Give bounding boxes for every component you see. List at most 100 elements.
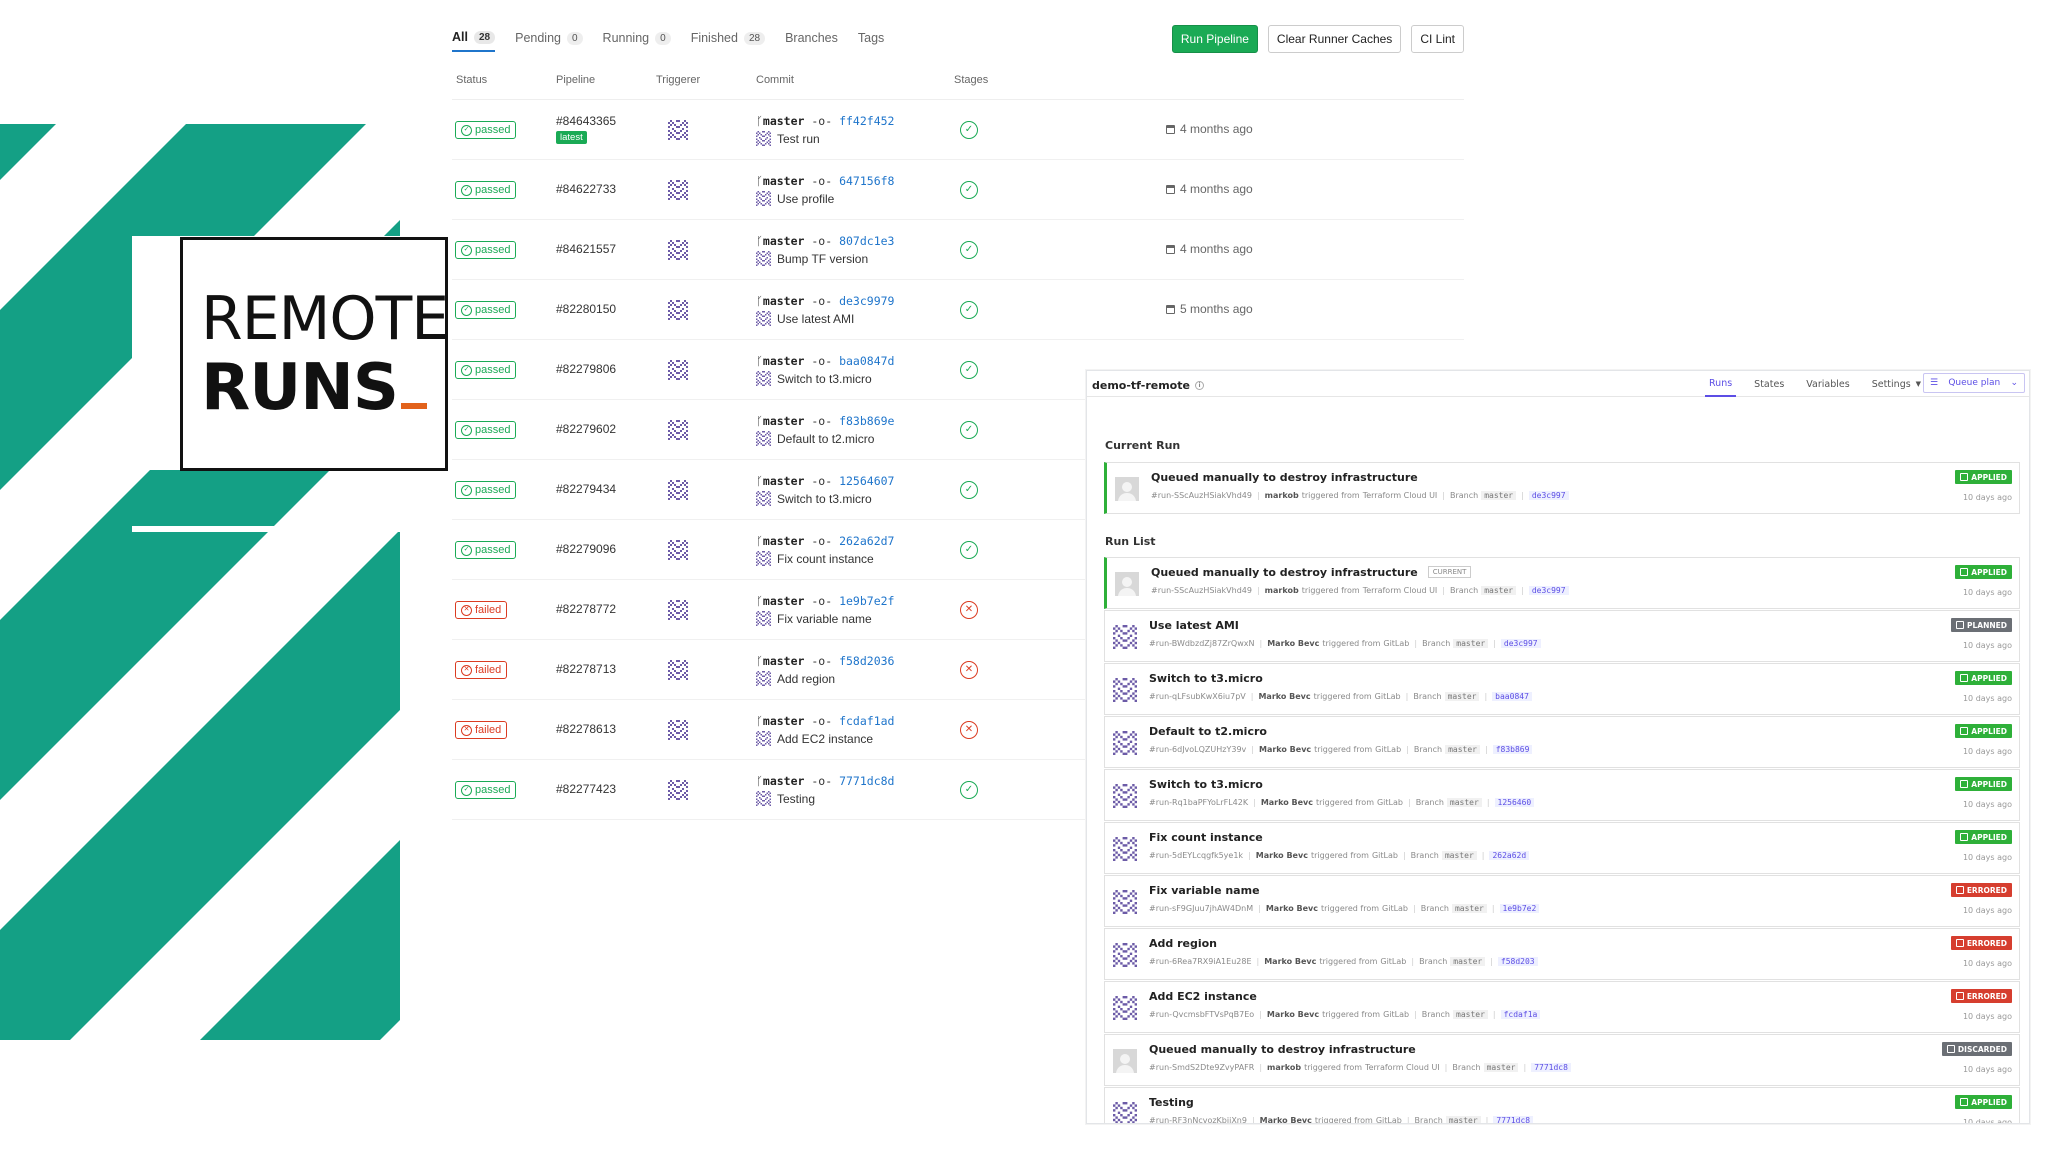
commit-message-link[interactable]: Use profile (777, 191, 835, 206)
stage-passed-icon[interactable]: ✓ (960, 301, 978, 319)
commit-sha-link[interactable]: 807dc1e3 (839, 234, 895, 248)
branch-name[interactable]: master (762, 654, 805, 668)
stage-passed-icon[interactable]: ✓ (960, 481, 978, 499)
run-card[interactable]: Queued manually to destroy infrastructur… (1104, 462, 2020, 514)
tab-finished[interactable]: Finished 28 (691, 24, 766, 52)
run-commit-sha[interactable]: de3c997 (1528, 491, 1569, 500)
pipeline-id-link[interactable]: #82279806 (556, 362, 617, 376)
status-badge[interactable]: ✓ passed (455, 541, 517, 559)
tab-variables[interactable]: Variables (1802, 371, 1853, 397)
status-badge[interactable]: ✕ failed (455, 661, 508, 679)
commit-sha-link[interactable]: 12564607 (839, 474, 895, 488)
triggerer-avatar[interactable] (668, 360, 688, 380)
run-card[interactable]: Fix variable name #run-sF9GJuu7jhAW4DnM | M… (1104, 875, 2020, 927)
commit-message-link[interactable]: Fix count instance (777, 551, 874, 566)
pipeline-id-link[interactable]: #84622733 (556, 182, 617, 196)
ci-lint-button[interactable]: CI Lint (1411, 25, 1464, 53)
pipeline-id-link[interactable]: #82277423 (556, 782, 617, 796)
run-title[interactable]: Switch to t3.micro (1149, 672, 1263, 685)
branch-name[interactable]: master (762, 234, 805, 248)
stage-passed-icon[interactable]: ✓ (960, 181, 978, 199)
clear-runner-caches-button[interactable]: Clear Runner Caches (1267, 25, 1402, 53)
branch-name[interactable]: master (762, 534, 805, 548)
pipeline-id-link[interactable]: #82279434 (556, 482, 617, 496)
status-badge[interactable]: ✓ passed (455, 781, 517, 799)
status-badge[interactable]: ✕ failed (455, 601, 508, 619)
run-card[interactable]: Fix count instance #run-5dEYLcqgfk5ye1k | M… (1104, 822, 2020, 874)
branch-name[interactable]: master (762, 414, 805, 428)
run-commit-sha[interactable]: f58d203 (1497, 957, 1538, 966)
run-title[interactable]: Default to t2.micro (1149, 725, 1267, 738)
commit-sha-link[interactable]: 647156f8 (839, 174, 895, 188)
triggerer-avatar[interactable] (668, 300, 688, 320)
stage-passed-icon[interactable]: ✓ (960, 241, 978, 259)
run-card[interactable]: Switch to t3.micro #run-Rq1baPFYoLrFL42K |… (1104, 769, 2020, 821)
run-title[interactable]: Fix variable name (1149, 884, 1260, 897)
run-commit-sha[interactable]: 7771dc8 (1531, 1063, 1571, 1072)
triggerer-avatar[interactable] (668, 120, 688, 140)
commit-sha-link[interactable]: f58d2036 (839, 654, 895, 668)
run-commit-sha[interactable]: f83b869 (1492, 745, 1533, 754)
tab-settings[interactable]: Settings ▼ (1868, 371, 1925, 397)
tab-states[interactable]: States (1750, 371, 1788, 397)
stage-passed-icon[interactable]: ✓ (960, 421, 978, 439)
stage-failed-icon[interactable]: ✕ (960, 601, 978, 619)
pipeline-id-link[interactable]: #82279602 (556, 422, 617, 436)
pipeline-id-link[interactable]: #82278772 (556, 602, 617, 616)
triggerer-avatar[interactable] (668, 420, 688, 440)
triggerer-avatar[interactable] (668, 480, 688, 500)
status-badge[interactable]: ✓ passed (455, 121, 517, 139)
branch-name[interactable]: master (762, 474, 805, 488)
tab-runs[interactable]: Runs (1705, 371, 1737, 397)
run-title[interactable]: Add region (1149, 937, 1217, 950)
triggerer-avatar[interactable] (668, 240, 688, 260)
branch-name[interactable]: master (762, 774, 805, 788)
run-card[interactable]: Queued manually to destroy infrastructur… (1104, 557, 2020, 609)
stage-passed-icon[interactable]: ✓ (960, 781, 978, 799)
run-commit-sha[interactable]: baa0847 (1492, 692, 1532, 701)
status-badge[interactable]: ✓ passed (455, 241, 517, 259)
run-title[interactable]: Queued manually to destroy infrastructur… (1149, 1043, 1416, 1056)
run-card[interactable]: Add EC2 instance #run-QvcmsbFTVsPqB7Eo | Ma… (1104, 981, 2020, 1033)
run-card[interactable]: Queued manually to destroy infrastructur… (1104, 1034, 2020, 1086)
run-title[interactable]: Add EC2 instance (1149, 990, 1257, 1003)
run-card[interactable]: Testing #run-RF3nNcvozKbijXn9 | Marko Bevc t… (1104, 1087, 2020, 1123)
commit-message-link[interactable]: Default to t2.micro (777, 431, 875, 446)
commit-message-link[interactable]: Test run (777, 131, 820, 146)
commit-message-link[interactable]: Switch to t3.micro (777, 491, 872, 506)
run-card[interactable]: Add region #run-6Rea7RX9iA1Eu28E | Marko Be… (1104, 928, 2020, 980)
branch-name[interactable]: master (762, 174, 805, 188)
run-card[interactable]: Switch to t3.micro #run-qLFsubKwX6iu7pV | M… (1104, 663, 2020, 715)
triggerer-avatar[interactable] (668, 180, 688, 200)
run-commit-sha[interactable]: de3c997 (1528, 586, 1569, 595)
tab-branches[interactable]: Branches (785, 24, 838, 52)
run-title[interactable]: Queued manually to destroy infrastructur… (1151, 566, 1472, 579)
status-badge[interactable]: ✕ failed (455, 721, 508, 739)
status-badge[interactable]: ✓ passed (455, 421, 517, 439)
branch-name[interactable]: master (762, 354, 805, 368)
commit-message-link[interactable]: Add EC2 instance (777, 731, 874, 746)
pipeline-id-link[interactable]: #82278613 (556, 722, 617, 736)
pipeline-id-link[interactable]: #82280150 (556, 302, 617, 316)
run-title[interactable]: Queued manually to destroy infrastructur… (1151, 471, 1418, 484)
triggerer-avatar[interactable] (668, 780, 688, 800)
triggerer-avatar[interactable] (668, 600, 688, 620)
run-commit-sha[interactable]: 7771dc8 (1493, 1116, 1534, 1123)
branch-name[interactable]: master (762, 114, 805, 128)
pipeline-id-link[interactable]: #84621557 (556, 242, 617, 256)
triggerer-avatar[interactable] (668, 660, 688, 680)
run-commit-sha[interactable]: 1256460 (1494, 798, 1535, 807)
status-badge[interactable]: ✓ passed (455, 301, 517, 319)
pipeline-id-link[interactable]: #82279096 (556, 542, 617, 556)
run-commit-sha[interactable]: fcdaf1a (1500, 1010, 1541, 1019)
run-pipeline-button[interactable]: Run Pipeline (1171, 25, 1258, 53)
run-title[interactable]: Testing (1149, 1096, 1194, 1109)
commit-sha-link[interactable]: f83b869e (839, 414, 895, 428)
run-card[interactable]: Use latest AMI #run-BWdbzdZj87ZrQwxN | Mark… (1104, 610, 2020, 662)
branch-name[interactable]: master (762, 594, 805, 608)
pipeline-id-link[interactable]: #82278713 (556, 662, 617, 676)
commit-sha-link[interactable]: 7771dc8d (839, 774, 895, 788)
commit-message-link[interactable]: Use latest AMI (777, 311, 855, 326)
commit-sha-link[interactable]: 1e9b7e2f (839, 594, 895, 608)
run-commit-sha[interactable]: 262a62d (1489, 851, 1530, 860)
